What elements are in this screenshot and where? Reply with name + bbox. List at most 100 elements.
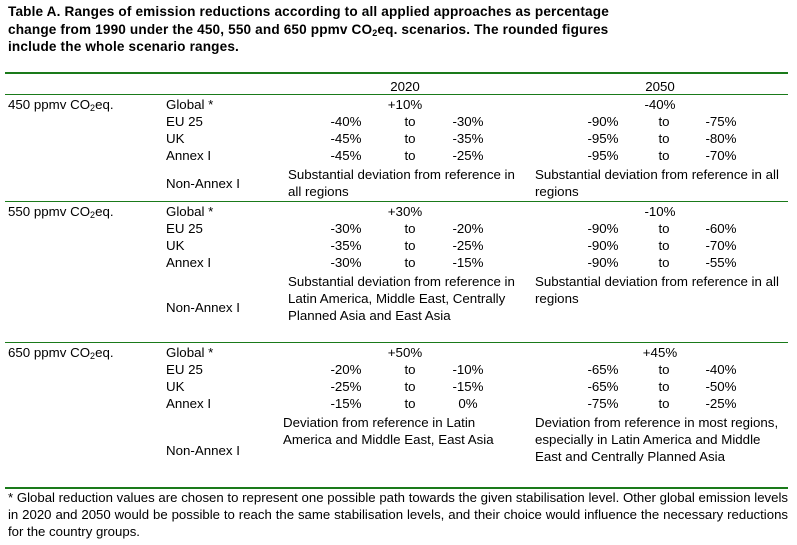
range-2050-low: -90% xyxy=(587,221,619,236)
range-2050-high: -80% xyxy=(705,131,737,146)
range-2050-to: to xyxy=(658,362,670,377)
nonannex-2020-text: Deviation from reference in Latin Americ… xyxy=(283,415,494,447)
nonannex-2020-text: Substantial deviation from reference in … xyxy=(288,274,515,323)
range-2050-to: to xyxy=(658,379,670,394)
range-2020-high: -35% xyxy=(452,131,484,146)
global-2020: +10% xyxy=(387,97,423,112)
scenario-label-label: 650 ppmv CO xyxy=(8,345,91,360)
range-2050-to: to xyxy=(658,148,670,163)
global-2020: +50% xyxy=(387,345,423,360)
range-2020-to: to xyxy=(404,221,416,236)
range-2020-high: -15% xyxy=(452,255,484,270)
range-2020-low: -30% xyxy=(330,255,362,270)
range-2050-low: -65% xyxy=(587,379,619,394)
title-line-1: Table A. Ranges of emission reductions a… xyxy=(8,4,609,19)
global-label: Global * xyxy=(166,345,214,360)
range-2050-low: -95% xyxy=(587,131,619,146)
footnote: * Global reduction values are chosen to … xyxy=(8,490,788,539)
range-2020-to: to xyxy=(404,379,416,394)
range-2050-low: -95% xyxy=(587,148,619,163)
scenario-label: 450 ppmv CO2eq. xyxy=(8,96,114,113)
nonannex-2050-text: Substantial deviation from reference in … xyxy=(535,167,779,199)
header-2050: 2050 xyxy=(645,79,675,94)
range-2020-to: to xyxy=(404,131,416,146)
bottom-rule xyxy=(5,487,788,489)
nonannex-2050-text: Substantial deviation from reference in … xyxy=(535,274,779,306)
range-2020-high: -10% xyxy=(452,362,484,377)
header-2020: 2020 xyxy=(390,79,420,94)
global-label: Global * xyxy=(166,204,214,219)
range-2050-high: -70% xyxy=(705,238,737,253)
range-2050-to: to xyxy=(658,221,670,236)
region-label: UK xyxy=(166,131,185,146)
scenario-label: 550 ppmv CO2eq. xyxy=(8,203,114,220)
range-2050-high: -55% xyxy=(705,255,737,270)
range-2050-to: to xyxy=(658,114,670,129)
scenario-label-label-end: eq. xyxy=(95,97,114,112)
region-label: EU 25 xyxy=(166,362,203,377)
range-2050-to: to xyxy=(658,131,670,146)
range-2020-to: to xyxy=(404,362,416,377)
region-label: EU 25 xyxy=(166,221,203,236)
scenario-label-label-end: eq. xyxy=(95,345,114,360)
scenario-label-sub: 2 xyxy=(90,103,96,113)
range-2020-high: 0% xyxy=(458,396,478,411)
region-label: Annex I xyxy=(166,396,212,411)
global-2050: -40% xyxy=(644,97,676,112)
global-2050: +45% xyxy=(642,345,678,360)
global-label: Global * xyxy=(166,97,214,112)
region-label: Annex I xyxy=(166,255,212,270)
range-2020-low: -40% xyxy=(330,114,362,129)
region-label: UK xyxy=(166,379,185,394)
top-rule xyxy=(5,72,788,74)
nonannex-2050-text: Deviation from reference in most regions… xyxy=(535,415,779,464)
range-2020-high: -30% xyxy=(452,114,484,129)
scenario-rule xyxy=(5,342,788,343)
range-2020-low: -45% xyxy=(330,148,362,163)
range-2020-low: -35% xyxy=(330,238,362,253)
range-2050-high: -70% xyxy=(705,148,737,163)
range-2020-to: to xyxy=(404,148,416,163)
global-2020: +30% xyxy=(387,204,423,219)
scenario-label-label: 550 ppmv CO xyxy=(8,204,91,219)
range-2050-low: -90% xyxy=(587,238,619,253)
range-2020-to: to xyxy=(404,255,416,270)
range-2020-low: -20% xyxy=(330,362,362,377)
range-2050-high: -75% xyxy=(705,114,737,129)
range-2050-high: -60% xyxy=(705,221,737,236)
region-label: EU 25 xyxy=(166,114,203,129)
title-line-2: change from 1990 under the 450, 550 and … xyxy=(8,21,609,38)
range-2050-low: -90% xyxy=(587,255,619,270)
range-2020-to: to xyxy=(404,238,416,253)
scenario-label-sub: 2 xyxy=(90,210,96,220)
scenario-label-sub: 2 xyxy=(90,351,96,361)
range-2020-low: -15% xyxy=(330,396,362,411)
range-2050-low: -75% xyxy=(587,396,619,411)
range-2020-low: -30% xyxy=(330,221,362,236)
region-label: Annex I xyxy=(166,148,212,163)
header-rule xyxy=(5,94,788,95)
range-2020-to: to xyxy=(404,114,416,129)
nonannex-2020-text: Substantial deviation from reference in … xyxy=(288,167,515,199)
range-2050-low: -90% xyxy=(587,114,619,129)
range-2050-to: to xyxy=(658,238,670,253)
global-2050: -10% xyxy=(644,204,676,219)
range-2020-low: -45% xyxy=(330,131,362,146)
nonannex-label: Non-Annex I xyxy=(166,175,240,191)
range-2020-low: -25% xyxy=(330,379,362,394)
range-2050-high: -50% xyxy=(705,379,737,394)
range-2020-high: -15% xyxy=(452,379,484,394)
scenario-rule xyxy=(5,201,788,202)
region-label: UK xyxy=(166,238,185,253)
title-line-3: include the whole scenario ranges. xyxy=(8,39,239,54)
range-2020-high: -25% xyxy=(452,148,484,163)
range-2020-to: to xyxy=(404,396,416,411)
range-2050-high: -40% xyxy=(705,362,737,377)
range-2050-low: -65% xyxy=(587,362,619,377)
range-2050-high: -25% xyxy=(705,396,737,411)
table-title: Table A. Ranges of emission reductions a… xyxy=(8,3,789,56)
range-2020-high: -20% xyxy=(452,221,484,236)
scenario-label: 650 ppmv CO2eq. xyxy=(8,344,114,361)
scenario-label-label: 450 ppmv CO xyxy=(8,97,91,112)
range-2020-high: -25% xyxy=(452,238,484,253)
